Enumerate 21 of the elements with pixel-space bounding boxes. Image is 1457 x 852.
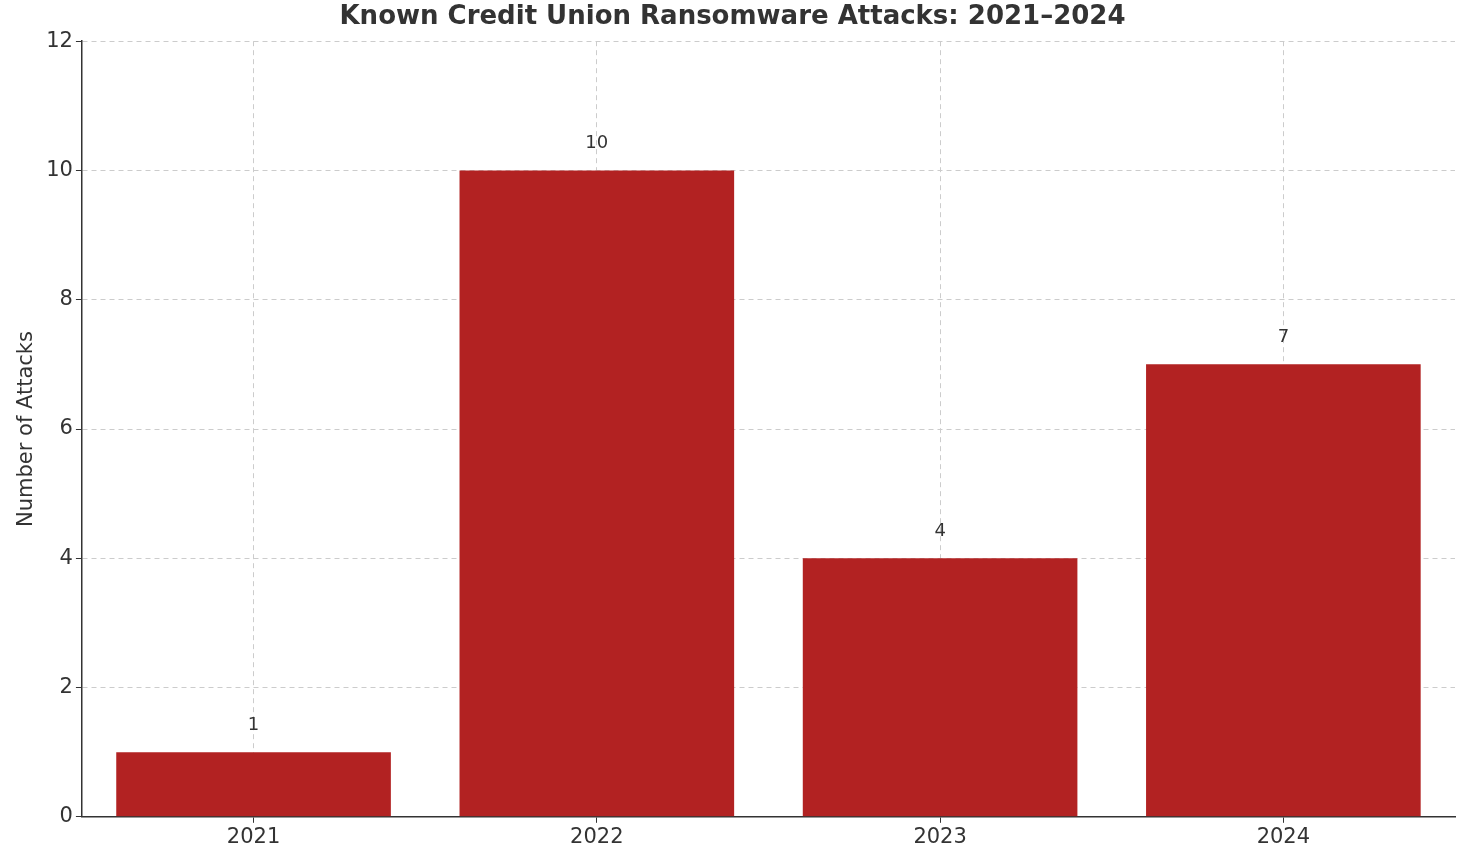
y-tick-label: 6 (59, 415, 73, 440)
x-tick-label: 2023 (913, 823, 967, 848)
data-label: 10 (585, 131, 609, 153)
chart-title: Known Credit Union Ransomware Attacks: 2021–2024 (339, 0, 1126, 31)
bar (1146, 364, 1421, 817)
y-tick-label: 4 (59, 544, 73, 569)
y-tick-label: 12 (46, 27, 73, 52)
bar (116, 752, 391, 817)
y-axis-title: Number of Attacks (13, 331, 38, 527)
y-tick-label: 2 (59, 673, 73, 698)
y-tick-label: 0 (59, 803, 73, 828)
y-tick-label: 10 (46, 156, 73, 181)
x-tick-label: 2022 (570, 823, 624, 848)
y-tick-label: 8 (59, 286, 73, 311)
bar (459, 170, 735, 817)
data-label: 1 (247, 712, 260, 734)
data-label: 7 (1277, 325, 1290, 347)
data-label: 4 (934, 518, 946, 540)
x-tick-label: 2021 (226, 823, 281, 848)
bar (802, 558, 1078, 817)
x-tick-label: 2024 (1256, 823, 1311, 848)
